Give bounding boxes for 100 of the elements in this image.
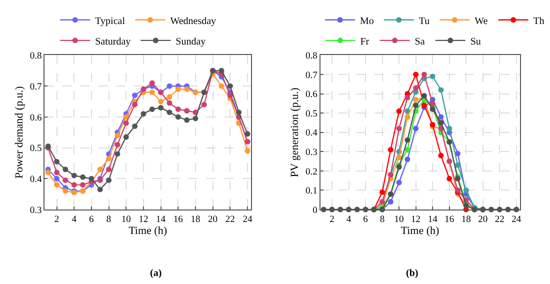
point (132, 102, 138, 108)
point (62, 188, 68, 194)
point (106, 166, 112, 172)
x-tick-label: 2 (330, 214, 335, 225)
y-tick-label: 0.4 (30, 174, 42, 185)
x-axis-title: Time (h) (128, 225, 168, 238)
point (244, 131, 250, 137)
x-tick-label: 4 (72, 214, 77, 225)
x-tick-label: 6 (363, 214, 368, 225)
point (184, 117, 190, 123)
x-tick-label: 16 (444, 214, 454, 225)
point (149, 90, 155, 96)
point (114, 132, 120, 138)
point (54, 182, 60, 188)
x-tick-label: 6 (89, 214, 94, 225)
x-tick-label: 20 (208, 214, 218, 225)
point (404, 146, 410, 152)
legend-label: Saturday (95, 36, 131, 48)
point (438, 87, 444, 93)
legend-label: Sunday (176, 36, 206, 48)
x-tick-label: 2 (54, 214, 60, 225)
x-tick-label: 22 (225, 214, 236, 225)
point (166, 83, 172, 89)
point (413, 96, 419, 102)
point (175, 114, 181, 120)
point (413, 102, 419, 108)
point (192, 116, 198, 122)
point (166, 100, 172, 106)
point (54, 158, 60, 164)
x-tick-label: 20 (478, 214, 488, 225)
point (380, 189, 386, 195)
x-tick-label: 24 (512, 214, 522, 225)
point (388, 146, 394, 152)
point (132, 123, 138, 129)
point (244, 148, 250, 154)
point (80, 174, 86, 180)
x-tick-label: 8 (380, 214, 385, 225)
x-tick-label: 22 (494, 214, 505, 225)
y-tick-label: 0.6 (305, 90, 318, 100)
point (438, 114, 444, 120)
point (114, 142, 120, 148)
point (80, 182, 86, 188)
y-tick-label: 0.5 (30, 144, 42, 154)
point (71, 182, 77, 188)
point (446, 176, 452, 182)
point (132, 92, 138, 98)
point (430, 100, 436, 106)
point (114, 151, 120, 157)
point (123, 120, 129, 126)
point (430, 74, 436, 80)
point (438, 152, 444, 158)
legend-label: We (474, 16, 488, 27)
legend-label: Su (470, 36, 481, 48)
y-tick-label: 0.3 (30, 206, 42, 216)
y-tick-label: 0.4 (305, 128, 318, 139)
point (396, 154, 402, 160)
point (166, 110, 172, 116)
x-tick-label: 24 (242, 214, 252, 225)
point (413, 85, 419, 91)
y-axis-title: Power demand (p.u.) (14, 86, 26, 178)
text: (a) (150, 268, 162, 279)
point (106, 177, 112, 183)
legend-label: Typical (95, 16, 126, 27)
point (97, 166, 103, 172)
y-tick-label: 0.7 (305, 70, 318, 81)
point (166, 94, 172, 100)
y-tick-label: 0.8 (30, 52, 42, 62)
point (201, 102, 207, 108)
point (396, 108, 402, 114)
x-tick-label: 12 (138, 214, 148, 225)
point (62, 166, 68, 172)
point (218, 68, 224, 74)
x-tick-label: 14 (156, 214, 166, 225)
y-tick-label: 0.5 (305, 109, 318, 120)
legend-label: Sa (414, 36, 426, 48)
x-tick-label: 10 (394, 214, 404, 225)
point (62, 177, 68, 183)
point (149, 80, 155, 86)
point (413, 72, 419, 78)
x-axis-title: Time (h) (400, 225, 440, 238)
y-tick-label: 0 (312, 206, 318, 216)
point (88, 176, 94, 182)
legend-label: Fr (360, 36, 370, 48)
point (463, 187, 469, 193)
x-tick-label: 14 (428, 214, 438, 225)
point (380, 199, 386, 205)
point (438, 120, 444, 126)
point (454, 162, 460, 168)
y-tick-label: 0.6 (30, 113, 42, 124)
point (106, 156, 112, 162)
legend-label: Mo (360, 16, 374, 27)
x-tick-label: 8 (106, 214, 112, 225)
point (396, 180, 402, 186)
point (158, 98, 164, 104)
point (184, 86, 190, 92)
y-axis-title: PV generation (p.u.) (289, 87, 302, 178)
point (123, 134, 129, 140)
point (54, 170, 60, 176)
point (227, 92, 233, 98)
point (149, 106, 155, 112)
